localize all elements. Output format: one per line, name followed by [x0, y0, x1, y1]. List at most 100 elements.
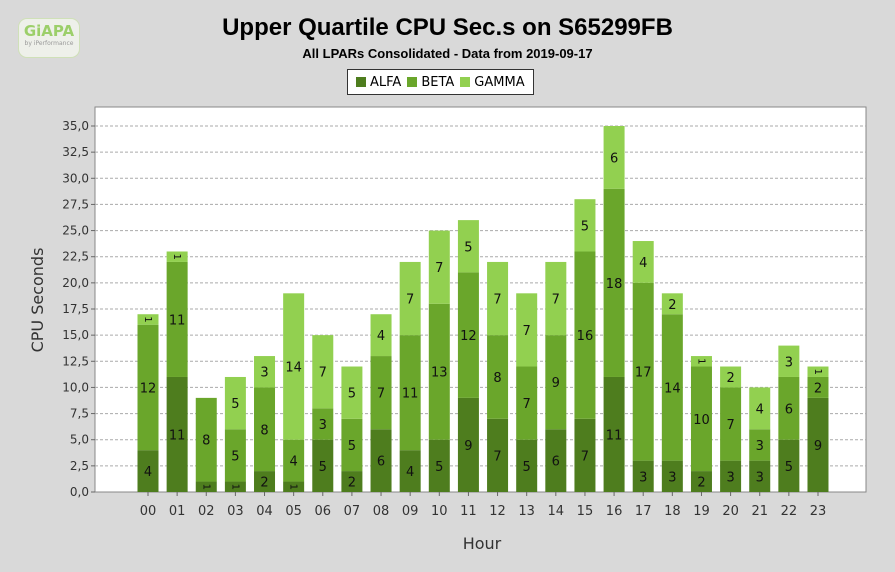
data-label: 5: [581, 219, 589, 234]
bar-gamma-16: [603, 126, 625, 189]
data-label: 7: [493, 293, 501, 308]
data-label: 1: [171, 254, 182, 260]
bar-gamma-20: [720, 366, 742, 388]
data-label: 2: [260, 476, 268, 491]
bar-gamma-08: [370, 314, 392, 357]
bar-beta-20: [720, 387, 742, 461]
data-label: 7: [493, 449, 501, 464]
bar-beta-09: [399, 335, 421, 451]
x-tick-label: 16: [606, 504, 623, 519]
data-label: 3: [319, 418, 327, 433]
data-label: 7: [552, 293, 560, 308]
data-label: 1: [812, 369, 823, 375]
data-label: 7: [581, 449, 589, 464]
bar-beta-02: [195, 397, 217, 482]
x-tick-label: 03: [227, 504, 244, 519]
y-tick-label: 5,0: [70, 433, 89, 447]
bar-gamma-10: [428, 230, 450, 304]
data-label: 5: [348, 387, 356, 402]
data-label: 3: [785, 355, 793, 370]
x-tick-label: 11: [460, 504, 477, 519]
bar-alfa-23: [807, 397, 829, 492]
legend-item-beta: BETA: [407, 75, 454, 90]
x-tick-label: 22: [781, 504, 798, 519]
data-label: 9: [552, 376, 560, 391]
bar-gamma-03: [224, 376, 246, 430]
x-tick-label: 18: [664, 504, 681, 519]
bar-alfa-03: [224, 481, 246, 492]
bar-beta-03: [224, 429, 246, 482]
bar-alfa-21: [749, 460, 771, 492]
bar-alfa-16: [603, 376, 625, 492]
data-label: 4: [290, 455, 298, 470]
chart-subtitle: All LPARs Consolidated - Data from 2019-…: [302, 46, 593, 61]
bar-alfa-11: [457, 397, 479, 492]
legend-label: GAMMA: [474, 74, 525, 90]
data-label: 7: [406, 293, 414, 308]
bar-gamma-12: [487, 261, 509, 336]
y-tick-label: 30,0: [62, 171, 89, 185]
x-tick-label: 20: [722, 504, 739, 519]
bar-alfa-10: [428, 439, 450, 492]
data-label: 18: [606, 277, 623, 292]
data-label: 6: [552, 455, 560, 470]
bar-gamma-17: [632, 241, 654, 283]
bar-beta-00: [137, 324, 159, 451]
data-label: 11: [169, 428, 186, 443]
bar-alfa-02: [195, 481, 217, 492]
x-tick-label: 17: [635, 504, 652, 519]
bar-alfa-17: [632, 460, 654, 492]
x-tick-label: 14: [548, 504, 565, 519]
data-label: 5: [348, 439, 356, 454]
y-tick-label: 10,0: [62, 380, 89, 394]
data-label: 2: [348, 476, 356, 491]
legend-swatch: [460, 77, 471, 87]
data-label: 3: [756, 470, 764, 485]
bar-gamma-22: [778, 345, 800, 377]
bar-gamma-07: [341, 366, 363, 419]
bar-alfa-07: [341, 471, 363, 492]
bar-gamma-01: [166, 251, 188, 262]
bar-beta-06: [312, 408, 334, 440]
data-label: 6: [785, 402, 793, 417]
data-label: 9: [814, 439, 822, 454]
x-tick-label: 15: [577, 504, 594, 519]
bar-beta-17: [632, 282, 654, 461]
bar-gamma-06: [312, 335, 334, 409]
data-label: 8: [493, 371, 501, 386]
bar-beta-13: [516, 366, 538, 440]
bar-alfa-00: [137, 450, 159, 492]
bar-gamma-19: [690, 356, 712, 367]
data-label: 14: [664, 381, 681, 396]
x-tick-label: 00: [140, 504, 157, 519]
legend-swatch: [407, 77, 418, 87]
data-label: 6: [377, 455, 385, 470]
bar-alfa-14: [545, 429, 567, 492]
data-label: 16: [577, 329, 594, 344]
data-label: 7: [523, 324, 531, 339]
bar-gamma-23: [807, 366, 829, 377]
data-label: 11: [169, 313, 186, 328]
legend: ALFA BETA GAMMA: [347, 69, 534, 95]
bar-beta-18: [661, 314, 683, 461]
data-label: 5: [523, 460, 531, 475]
data-label: 1: [142, 316, 153, 322]
x-tick-label: 06: [315, 504, 332, 519]
y-tick-label: 7,5: [70, 407, 89, 421]
y-axis-label: CPU Seconds: [28, 248, 47, 353]
y-tick-label: 27,5: [62, 197, 89, 211]
bar-beta-15: [574, 251, 596, 419]
bar-beta-22: [778, 376, 800, 440]
y-tick-label: 0,0: [70, 485, 89, 499]
bar-beta-12: [487, 335, 509, 419]
data-label: 13: [431, 366, 448, 381]
bar-gamma-11: [457, 220, 479, 273]
data-label: 7: [726, 418, 734, 433]
bar-beta-04: [254, 387, 276, 472]
data-label: 5: [435, 460, 443, 475]
bar-alfa-20: [720, 460, 742, 492]
bar-gamma-04: [254, 356, 276, 388]
x-tick-label: 07: [344, 504, 361, 519]
data-label: 1: [229, 484, 240, 490]
y-tick-label: 32,5: [62, 145, 89, 159]
